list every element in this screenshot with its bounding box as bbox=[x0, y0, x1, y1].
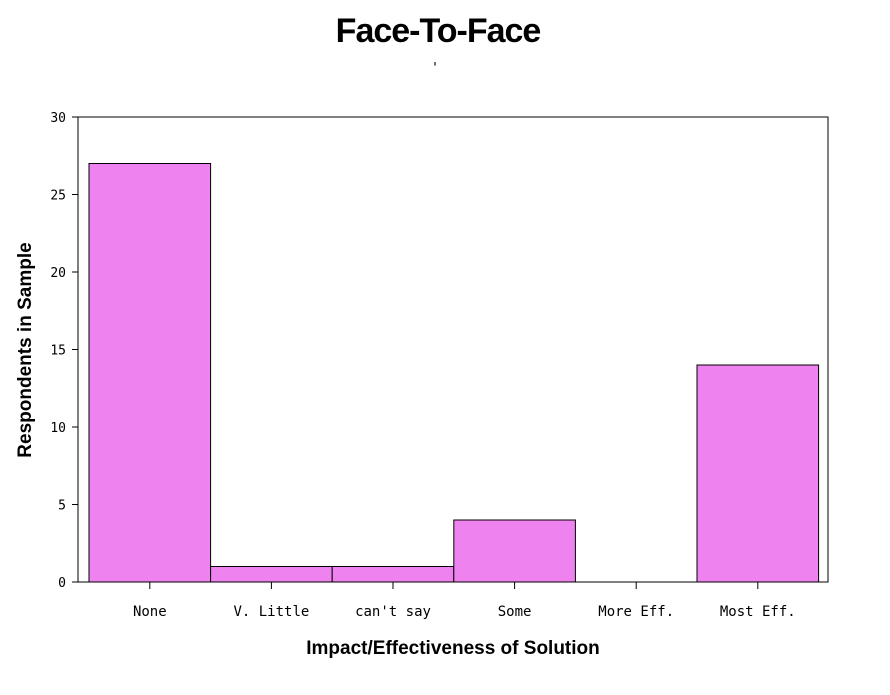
x-tick-label: More Eff. bbox=[598, 604, 674, 620]
y-tick-label: 10 bbox=[50, 421, 66, 436]
chart-title: Face-To-Face bbox=[336, 12, 541, 50]
y-tick-label: 25 bbox=[50, 189, 66, 204]
x-tick-label: Most Eff. bbox=[720, 604, 796, 620]
y-tick-label: 5 bbox=[58, 499, 66, 514]
x-tick-label: can't say bbox=[355, 604, 431, 620]
bar-2 bbox=[331, 566, 455, 583]
y-tick-label: 15 bbox=[50, 344, 66, 359]
y-tick-label: 0 bbox=[58, 576, 66, 591]
bar-3 bbox=[453, 519, 576, 583]
x-axis-label: Impact/Effectiveness of Solution bbox=[306, 638, 600, 659]
bar-1 bbox=[210, 566, 333, 583]
bar-5 bbox=[696, 364, 820, 583]
y-axis: 0 5 10 15 20 25 30 bbox=[50, 111, 78, 591]
x-tick-label: V. Little bbox=[233, 604, 309, 620]
x-tick-label: None bbox=[133, 604, 167, 620]
x-tick-label: Some bbox=[498, 604, 532, 620]
y-tick-label: 20 bbox=[50, 266, 66, 281]
chart-subtitle: ' bbox=[431, 61, 439, 76]
bars-layer bbox=[88, 163, 820, 583]
y-tick-label: 30 bbox=[50, 111, 66, 126]
bar-0 bbox=[88, 163, 212, 583]
x-axis: None V. Little can't say Some More Eff. Most … bbox=[133, 582, 796, 620]
y-axis-label: Respondents in Sample bbox=[15, 242, 36, 457]
